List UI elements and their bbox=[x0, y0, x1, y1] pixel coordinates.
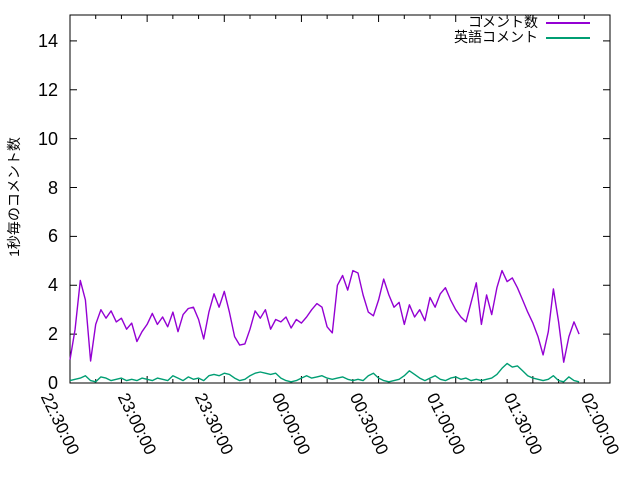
legend-label: コメント数 bbox=[468, 14, 538, 30]
series-line-英語コメント bbox=[69, 362, 580, 383]
y-tick-label: 14 bbox=[37, 30, 58, 51]
legend-line-sample bbox=[546, 21, 590, 24]
y-tick-label: 2 bbox=[47, 324, 58, 345]
y-tick-label: 6 bbox=[47, 226, 58, 247]
y-tick-label: 12 bbox=[37, 79, 58, 100]
series-line-コメント数 bbox=[69, 269, 580, 363]
y-tick-label: 8 bbox=[47, 177, 58, 198]
legend-label: 英語コメント bbox=[454, 29, 538, 45]
plot-border bbox=[69, 14, 611, 384]
y-tick-label: 4 bbox=[47, 275, 58, 296]
y-tick-label: 0 bbox=[47, 373, 58, 393]
legend-line-sample bbox=[546, 36, 590, 39]
y-tick-label: 10 bbox=[37, 128, 58, 149]
legend: コメント数 英語コメント bbox=[454, 15, 590, 45]
